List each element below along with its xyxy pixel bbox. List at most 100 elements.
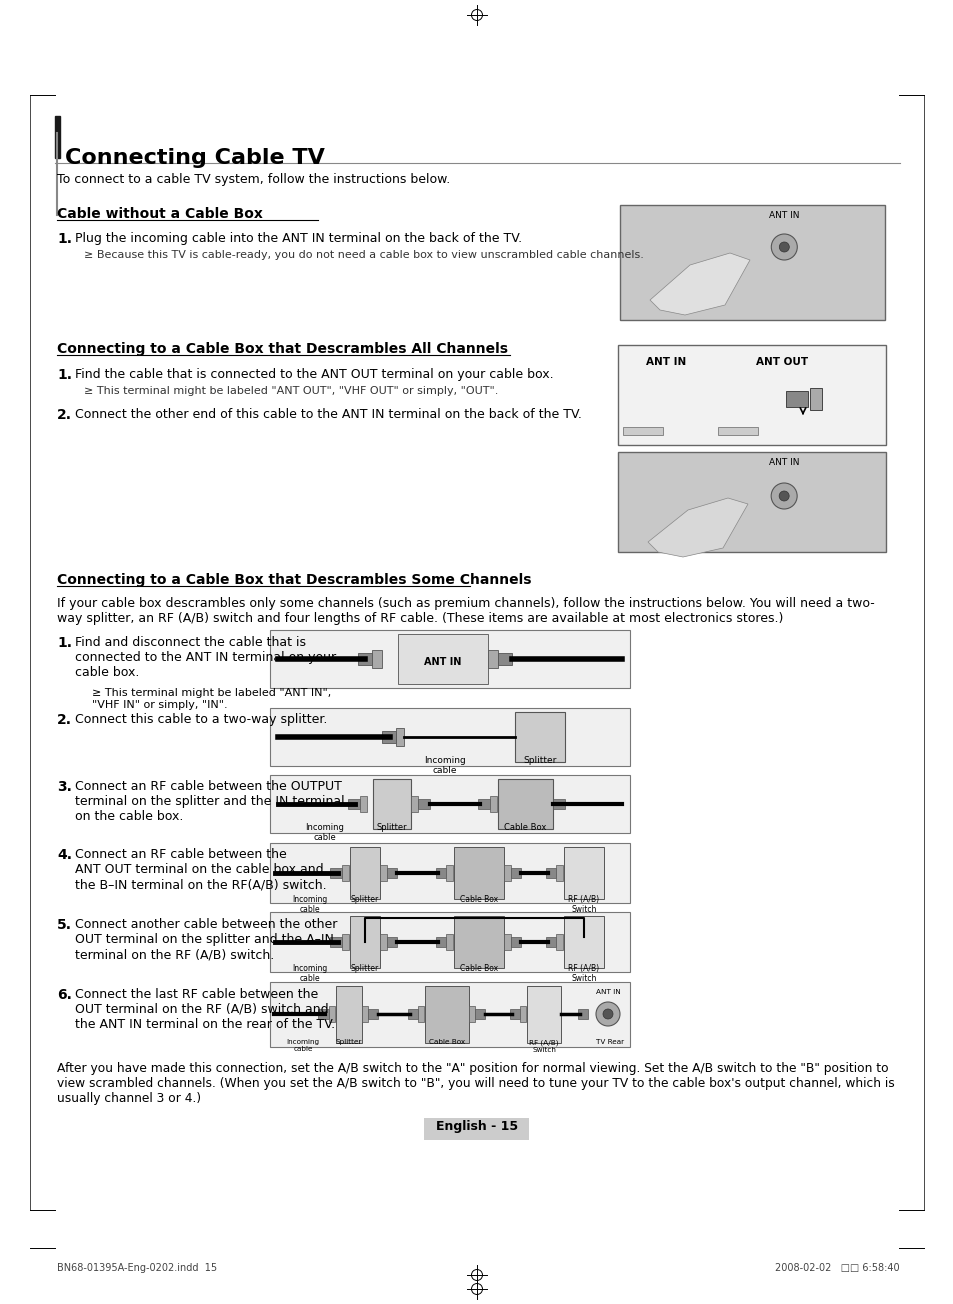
Bar — [515, 712, 564, 762]
Polygon shape — [649, 253, 749, 316]
Bar — [417, 1005, 423, 1022]
Text: ≥ This terminal might be labeled "ANT IN",
"VHF IN" or simply, "IN".: ≥ This terminal might be labeled "ANT IN… — [91, 689, 331, 709]
Text: 1.: 1. — [57, 636, 71, 649]
Polygon shape — [647, 498, 747, 557]
Bar — [270, 630, 629, 689]
Bar — [469, 1005, 475, 1022]
Bar — [497, 778, 553, 829]
Bar — [511, 938, 520, 947]
Text: Incoming
cable: Incoming cable — [424, 756, 465, 776]
Text: Find the cable that is connected to the ANT OUT terminal on your cable box.: Find the cable that is connected to the … — [75, 368, 553, 381]
Text: Incoming
cable: Incoming cable — [305, 823, 344, 842]
Bar — [361, 1005, 368, 1022]
Bar — [417, 799, 430, 808]
Bar — [270, 842, 629, 902]
Bar — [785, 391, 807, 407]
Bar — [270, 982, 629, 1047]
Bar — [395, 728, 403, 746]
Bar — [270, 775, 629, 833]
Bar — [578, 1009, 587, 1018]
Bar — [556, 934, 562, 951]
Bar — [411, 795, 417, 812]
Bar — [545, 938, 556, 947]
Text: ANT IN: ANT IN — [645, 357, 685, 366]
Bar — [359, 795, 367, 812]
Bar — [381, 732, 395, 743]
Bar — [446, 934, 453, 951]
Text: 2008-02-02   □□ 6:58:40: 2008-02-02 □□ 6:58:40 — [775, 1264, 899, 1273]
Text: 1.: 1. — [57, 368, 71, 382]
Bar — [490, 795, 497, 812]
Bar — [446, 865, 453, 882]
Bar — [503, 865, 511, 882]
Bar — [488, 649, 497, 668]
Bar — [563, 848, 603, 898]
Bar — [718, 426, 758, 436]
Text: TV Rear: TV Rear — [596, 1039, 623, 1045]
Bar — [330, 868, 341, 878]
Text: If your cable box descrambles only some channels (such as premium channels), fol: If your cable box descrambles only some … — [57, 597, 874, 625]
Text: Splitter: Splitter — [351, 895, 378, 904]
Bar — [519, 1005, 525, 1022]
Bar — [475, 1009, 484, 1018]
Circle shape — [602, 1009, 613, 1018]
Text: 1.: 1. — [57, 232, 71, 246]
Text: Cable Box: Cable Box — [459, 964, 497, 973]
Text: RF (A/B)
Switch: RF (A/B) Switch — [568, 964, 598, 983]
Text: Splitter: Splitter — [376, 823, 407, 832]
Text: Splitter: Splitter — [523, 756, 557, 765]
Text: ANT OUT: ANT OUT — [755, 357, 807, 366]
Bar — [436, 938, 446, 947]
Bar — [372, 649, 381, 668]
Text: BN68-01395A-Eng-0202.indd  15: BN68-01395A-Eng-0202.indd 15 — [57, 1264, 217, 1273]
Bar — [350, 915, 379, 968]
Bar — [622, 426, 662, 436]
Bar — [357, 653, 372, 665]
Text: English - 15: English - 15 — [436, 1120, 517, 1133]
Bar — [553, 799, 564, 808]
Bar — [556, 865, 562, 882]
Circle shape — [596, 1001, 619, 1026]
Text: Cable Box: Cable Box — [429, 1039, 464, 1045]
Bar — [368, 1009, 377, 1018]
Bar — [317, 1009, 329, 1018]
Bar — [379, 934, 387, 951]
Text: Cable Box: Cable Box — [503, 823, 546, 832]
Bar — [511, 868, 520, 878]
Text: Connect an RF cable between the OUTPUT
terminal on the splitter and the IN termi: Connect an RF cable between the OUTPUT t… — [75, 780, 344, 823]
Text: Splitter: Splitter — [335, 1039, 362, 1045]
Bar — [341, 865, 349, 882]
Bar — [497, 653, 512, 665]
Text: Connecting Cable TV: Connecting Cable TV — [65, 147, 325, 168]
Text: Cable Box: Cable Box — [459, 895, 497, 904]
Bar — [379, 865, 387, 882]
Bar — [335, 986, 361, 1043]
Bar — [619, 205, 884, 319]
Text: ≥ This terminal might be labeled "ANT OUT", "VHF OUT" or simply, "OUT".: ≥ This terminal might be labeled "ANT OU… — [84, 386, 497, 396]
Circle shape — [770, 482, 797, 509]
Bar — [424, 1118, 529, 1140]
Bar — [424, 986, 469, 1043]
Bar — [373, 778, 411, 829]
Bar — [618, 346, 885, 445]
Text: ANT IN: ANT IN — [595, 988, 619, 995]
Text: 3.: 3. — [57, 780, 71, 794]
Bar — [563, 915, 603, 968]
Bar — [408, 1009, 417, 1018]
Bar — [270, 911, 629, 971]
Text: Connect this cable to a two-way splitter.: Connect this cable to a two-way splitter… — [75, 713, 327, 726]
Text: After you have made this connection, set the A/B switch to the "A" position for : After you have made this connection, set… — [57, 1061, 894, 1104]
Text: Connect the other end of this cable to the ANT IN terminal on the back of the TV: Connect the other end of this cable to t… — [75, 408, 581, 421]
Bar — [387, 938, 396, 947]
Bar — [270, 708, 629, 765]
Bar — [809, 389, 821, 409]
Text: 4.: 4. — [57, 848, 71, 862]
Bar — [545, 868, 556, 878]
Bar — [477, 799, 490, 808]
Text: ANT IN: ANT IN — [768, 211, 799, 220]
Text: Incoming
cable: Incoming cable — [292, 895, 327, 914]
Text: Incoming
cable: Incoming cable — [292, 964, 327, 983]
Circle shape — [779, 492, 788, 501]
Bar — [350, 848, 379, 898]
Bar — [348, 799, 359, 808]
